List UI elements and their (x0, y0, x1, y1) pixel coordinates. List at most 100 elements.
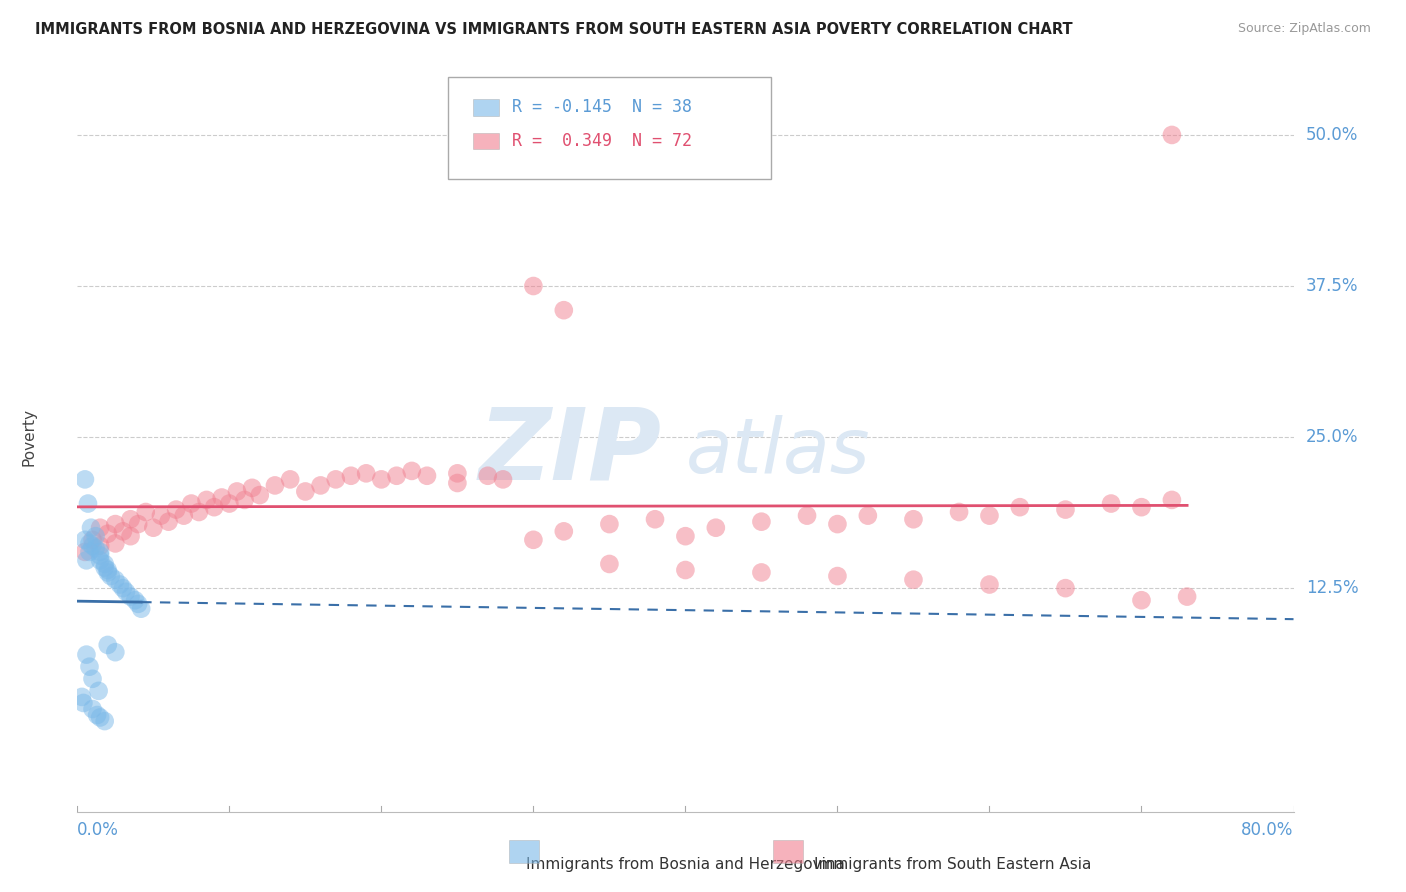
Point (142, 521, 165, 535)
Point (165, 502, 187, 516)
Point (157, 515, 180, 529)
Point (278, 472, 301, 486)
Text: 0.0%: 0.0% (77, 822, 120, 839)
Point (240, 481, 263, 495)
Point (97, 526, 120, 541)
Point (127, 597, 149, 611)
Text: ZIP: ZIP (478, 403, 661, 500)
Point (75, 648, 97, 662)
Point (89, 545, 111, 559)
Point (135, 505, 157, 519)
Point (309, 478, 332, 492)
Point (751, 566, 773, 580)
Point (93, 557, 115, 571)
Point (104, 645, 127, 659)
Point (97, 638, 120, 652)
Point (751, 515, 773, 529)
Text: R =  0.349  N = 72: R = 0.349 N = 72 (512, 132, 692, 150)
Text: Immigrants from South Eastern Asia: Immigrants from South Eastern Asia (814, 856, 1091, 871)
Point (120, 590, 142, 604)
Point (97, 566, 120, 580)
Point (104, 573, 127, 587)
Text: Immigrants from Bosnia and Herzegovina: Immigrants from Bosnia and Herzegovina (526, 856, 845, 871)
Point (89, 553, 111, 567)
Point (553, 524, 575, 539)
Point (979, 577, 1001, 591)
FancyBboxPatch shape (472, 99, 499, 116)
Point (827, 517, 849, 532)
Text: Poverty: Poverty (21, 408, 37, 467)
Point (111, 524, 134, 539)
FancyBboxPatch shape (773, 840, 803, 863)
Point (89, 549, 111, 563)
Point (82, 672, 104, 686)
Point (979, 508, 1001, 523)
Point (226, 484, 249, 499)
Point (827, 569, 849, 583)
Text: 25.0%: 25.0% (1306, 428, 1358, 446)
FancyBboxPatch shape (509, 840, 540, 863)
Point (1175, 590, 1198, 604)
Point (79, 545, 101, 559)
Point (89, 710, 111, 724)
Point (79, 659, 101, 673)
Point (124, 593, 146, 607)
Point (93, 560, 115, 574)
Point (325, 472, 347, 486)
Point (127, 517, 149, 532)
Point (82, 533, 104, 547)
Point (100, 569, 122, 583)
Point (416, 468, 439, 483)
Point (1054, 502, 1077, 516)
Text: IMMIGRANTS FROM BOSNIA AND HERZEGOVINA VS IMMIGRANTS FROM SOUTH EASTERN ASIA POV: IMMIGRANTS FROM BOSNIA AND HERZEGOVINA V… (35, 22, 1073, 37)
Point (120, 512, 142, 526)
Point (385, 468, 408, 483)
Point (87, 684, 110, 698)
Point (1130, 500, 1153, 515)
Point (675, 529, 697, 543)
Point (218, 497, 240, 511)
Text: 50.0%: 50.0% (1306, 126, 1358, 144)
Point (401, 464, 423, 478)
Point (477, 468, 499, 483)
Point (70, 690, 93, 704)
Point (1099, 497, 1122, 511)
Point (948, 505, 970, 519)
Text: 80.0%: 80.0% (1241, 822, 1294, 839)
Point (553, 303, 575, 318)
Text: atlas: atlas (686, 415, 870, 489)
Point (1054, 581, 1077, 595)
Point (120, 529, 142, 543)
Point (73, 472, 96, 486)
Text: Source: ZipAtlas.com: Source: ZipAtlas.com (1237, 22, 1371, 36)
Point (84, 541, 107, 556)
Point (82, 702, 104, 716)
Point (264, 478, 287, 492)
Point (644, 512, 666, 526)
Point (86, 708, 108, 723)
Point (340, 468, 363, 483)
Point (73, 545, 96, 559)
Point (75, 553, 97, 567)
Point (202, 500, 225, 515)
Point (249, 488, 271, 502)
Point (89, 521, 111, 535)
Point (1008, 500, 1031, 515)
Point (522, 279, 544, 293)
Point (195, 492, 218, 507)
Text: R = -0.145  N = 38: R = -0.145 N = 38 (512, 98, 692, 116)
Point (1130, 593, 1153, 607)
Text: 12.5%: 12.5% (1306, 579, 1358, 597)
Point (492, 472, 515, 486)
Point (149, 508, 172, 523)
FancyBboxPatch shape (449, 78, 770, 178)
FancyBboxPatch shape (472, 133, 499, 149)
Point (856, 508, 879, 523)
Point (93, 714, 115, 728)
Point (446, 475, 468, 490)
Point (84, 529, 107, 543)
Point (82, 539, 104, 553)
Point (598, 517, 620, 532)
Point (675, 563, 697, 577)
Point (796, 508, 818, 523)
